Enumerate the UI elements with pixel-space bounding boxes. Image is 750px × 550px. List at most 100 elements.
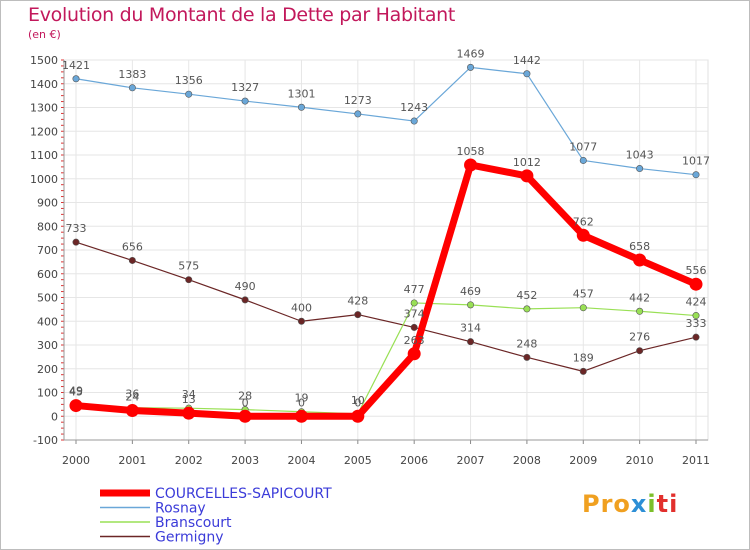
data-label: 424	[686, 296, 707, 309]
data-point	[128, 256, 136, 264]
data-label: 24	[125, 391, 139, 404]
data-label: 10	[351, 394, 365, 407]
y-tick-label: 200	[37, 363, 58, 376]
data-point	[241, 296, 249, 304]
data-label: 1469	[457, 47, 485, 60]
data-point	[579, 304, 587, 312]
data-label: 477	[404, 283, 425, 296]
data-point	[125, 404, 139, 418]
data-label: 1017	[682, 155, 710, 168]
data-point	[579, 367, 587, 375]
data-point	[185, 90, 193, 98]
data-point	[72, 75, 80, 83]
data-label: 733	[66, 222, 87, 235]
y-tick-label: 0	[51, 410, 58, 423]
y-tick-label: -100	[33, 434, 58, 447]
data-point	[294, 409, 308, 423]
y-tick-label: 800	[37, 220, 58, 233]
data-label: 0	[298, 396, 305, 409]
x-tick-label: 2002	[175, 454, 203, 467]
data-label: 469	[460, 285, 481, 298]
data-point	[464, 158, 478, 172]
data-label: 1058	[457, 145, 485, 158]
data-point	[128, 84, 136, 92]
data-label: 276	[629, 331, 650, 344]
y-tick-label: 1000	[30, 173, 58, 186]
y-tick-label: 1100	[30, 149, 58, 162]
legend-label: COURCELLES-SAPICOURT	[155, 486, 332, 502]
x-tick-label: 2006	[400, 454, 428, 467]
x-tick-label: 2007	[457, 454, 485, 467]
proxiti-logo: Proxiti	[582, 490, 679, 518]
data-point	[576, 228, 590, 242]
data-point	[238, 409, 252, 423]
x-tick-label: 2000	[62, 454, 90, 467]
data-point	[467, 63, 475, 71]
data-label: 400	[291, 301, 312, 314]
x-tick-label: 2005	[344, 454, 372, 467]
data-point	[407, 347, 421, 361]
data-point	[410, 117, 418, 125]
data-point	[692, 312, 700, 320]
data-label-layer: 1421 1383 1356 1327 1301 1273 1243 1469 1442 1077…	[62, 47, 710, 409]
data-label: 45	[69, 386, 83, 399]
series-line-germigny	[75, 241, 697, 372]
data-label: 442	[629, 291, 650, 304]
data-label: 1273	[344, 94, 372, 107]
x-tick-label: 2010	[626, 454, 654, 467]
data-point	[523, 305, 531, 313]
data-point	[523, 353, 531, 361]
data-point	[410, 299, 418, 307]
data-label: 263	[404, 334, 425, 347]
data-label: 374	[404, 307, 425, 320]
x-tick-label: 2004	[287, 454, 315, 467]
data-point	[351, 409, 365, 423]
axis-layer: 1500140013001200110010009008007006005004…	[30, 54, 710, 467]
data-label: 656	[122, 240, 143, 253]
data-point	[636, 347, 644, 355]
data-point	[523, 70, 531, 78]
legend-label: Germigny	[155, 530, 224, 546]
data-point	[72, 238, 80, 246]
data-label: 452	[516, 289, 537, 302]
y-tick-label: 1500	[30, 54, 58, 67]
data-label: 49	[69, 385, 83, 398]
series-line-courcelles-sapicourt	[72, 161, 700, 420]
data-point	[297, 103, 305, 111]
y-tick-label: 300	[37, 339, 58, 352]
data-label: 658	[629, 240, 650, 253]
x-tick-label: 2001	[118, 454, 146, 467]
data-label: 314	[460, 322, 481, 335]
y-tick-label: 1200	[30, 125, 58, 138]
data-label: 19	[294, 392, 308, 405]
y-tick-label: 1300	[30, 102, 58, 115]
legend-label: Branscourt	[155, 515, 232, 531]
data-label: 575	[178, 260, 199, 273]
y-tick-label: 1400	[30, 78, 58, 91]
data-point	[185, 276, 193, 284]
data-label: 36	[125, 388, 139, 401]
y-tick-label: 700	[37, 244, 58, 257]
data-point	[354, 311, 362, 319]
data-label: 1327	[231, 81, 259, 94]
data-label: 0	[354, 396, 361, 409]
data-label: 1442	[513, 54, 541, 67]
data-label: 34	[182, 388, 196, 401]
data-label: 1383	[118, 68, 146, 81]
legend: COURCELLES-SAPICOURTRosnayBranscourtGerm…	[100, 486, 332, 546]
data-label: 1243	[400, 101, 428, 114]
data-point	[636, 307, 644, 315]
data-label: 28	[238, 390, 252, 403]
y-tick-label: 500	[37, 292, 58, 305]
data-label: 428	[347, 295, 368, 308]
data-label: 556	[686, 264, 707, 277]
data-label: 490	[235, 280, 256, 293]
data-point	[241, 97, 249, 105]
data-label: 1301	[287, 87, 315, 100]
series-line-rosnay	[75, 66, 697, 176]
y-tick-label: 100	[37, 387, 58, 400]
data-label: 0	[242, 396, 249, 409]
chart-unit: (en €)	[28, 28, 61, 41]
data-point	[182, 406, 196, 420]
